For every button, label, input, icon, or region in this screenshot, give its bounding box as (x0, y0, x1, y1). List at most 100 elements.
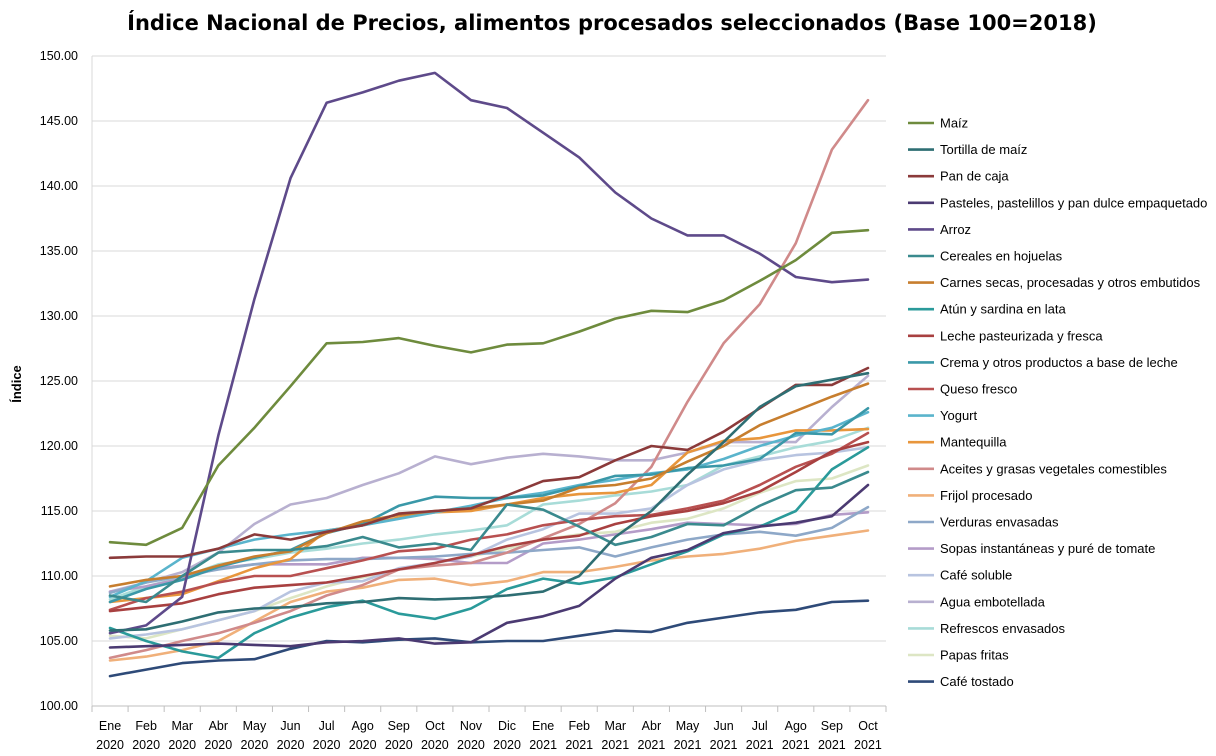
x-tick-label-month: Jun (280, 719, 300, 733)
x-tick-label-month: Ene (99, 719, 121, 733)
x-tick-label-month: Dic (498, 719, 516, 733)
series-line (108, 371, 870, 632)
chart-title: Índice Nacional de Precios, alimentos pr… (127, 10, 1097, 35)
x-tick-label-month: Mar (605, 719, 627, 733)
legend-label: Queso fresco (940, 382, 1017, 397)
legend-label: Refrescos envasados (940, 621, 1066, 636)
x-tick-label-year: 2020 (313, 738, 341, 752)
x-tick-label-month: Mar (171, 719, 193, 733)
legend-label: Aceites y grasas vegetales comestibles (940, 461, 1167, 476)
x-tick-label-month: Feb (568, 719, 590, 733)
legend-label: Leche pasteurizada y fresca (940, 328, 1103, 343)
x-tick-label-year: 2020 (385, 738, 413, 752)
x-tick-label-month: Feb (135, 719, 157, 733)
series-line (108, 374, 870, 593)
y-tick-label: 115.00 (41, 504, 78, 518)
legend-label: Agua embotellada (940, 594, 1046, 609)
legend-label: Pasteles, pastelillos y pan dulce empaqu… (940, 195, 1207, 210)
legend-label: Carnes secas, procesadas y otros embutid… (940, 275, 1201, 290)
legend-label: Arroz (940, 222, 971, 237)
series-line (108, 440, 870, 613)
y-tick-label: 140.00 (40, 179, 78, 193)
legend-label: Atún y sardina en lata (940, 302, 1067, 317)
x-tick-label-month: May (243, 719, 267, 733)
series-line (108, 505, 870, 595)
series-line (108, 599, 870, 678)
x-axis-ticks: Ene 2020 Feb 2020 Mar 2020 Abr 2020 May 2020 Jun 20… (91, 706, 887, 752)
x-tick-label-year: 2020 (96, 738, 124, 752)
series-line (108, 366, 870, 560)
x-tick-label-month: Sep (821, 719, 843, 733)
x-tick-label-year: 2021 (854, 738, 882, 752)
y-axis-label: Índice (9, 365, 24, 403)
y-tick-label: 110.00 (41, 569, 78, 583)
x-tick-label-month: Abr (642, 719, 661, 733)
x-tick-label-year: 2021 (529, 738, 557, 752)
x-tick-label-month: Jul (752, 719, 768, 733)
legend-label: Mantequilla (940, 435, 1007, 450)
x-tick-label-month: May (676, 719, 700, 733)
legend-label: Tortilla de maíz (940, 142, 1027, 157)
legend-label: Papas fritas (940, 648, 1009, 663)
x-tick-label-year: 2020 (168, 738, 196, 752)
y-tick-label: 120.00 (40, 439, 78, 453)
y-tick-label: 145.00 (40, 114, 78, 128)
legend-label: Sopas instantáneas y puré de tomate (940, 541, 1155, 556)
series-line (108, 71, 870, 635)
series-line (108, 529, 870, 662)
x-tick-label-year: 2020 (349, 738, 377, 752)
x-tick-label-month: Jun (714, 719, 734, 733)
series-line (108, 426, 870, 601)
x-tick-label-year: 2021 (674, 738, 702, 752)
series-line (108, 470, 870, 604)
x-tick-label-month: Oct (858, 719, 878, 733)
legend-label: Cereales en hojuelas (940, 249, 1063, 264)
y-axis-ticks: 100.00 105.00 110.00 115.00 120.00 125.00 130.… (40, 49, 78, 713)
y-tick-label: 105.00 (40, 634, 78, 648)
legend-label: Café tostado (940, 674, 1014, 689)
y-tick-label: 150.00 (40, 49, 78, 63)
x-tick-label-year: 2021 (746, 738, 774, 752)
legend-label: Frijol procesado (940, 488, 1033, 503)
legend-label: Pan de caja (940, 169, 1009, 184)
x-tick-label-month: Ago (785, 719, 807, 733)
legend-label: Yogurt (940, 408, 977, 423)
series-line (108, 98, 870, 660)
x-tick-label-year: 2021 (782, 738, 810, 752)
series-line (108, 483, 870, 649)
x-tick-label-year: 2020 (241, 738, 269, 752)
x-tick-label-year: 2021 (710, 738, 738, 752)
x-tick-label-year: 2020 (493, 738, 521, 752)
y-tick-label: 100.00 (40, 699, 78, 713)
x-tick-label-month: Nov (460, 719, 483, 733)
x-tick-label-year: 2021 (601, 738, 629, 752)
x-tick-label-month: Ene (532, 719, 554, 733)
x-tick-label-year: 2020 (457, 738, 485, 752)
series-line (108, 445, 870, 640)
y-tick-label: 135.00 (40, 244, 78, 258)
legend: Maíz Tortilla de maíz Pan de caja Pasteles,… (908, 116, 1207, 689)
legend-label: Café soluble (940, 568, 1012, 583)
x-tick-label-month: Abr (209, 719, 228, 733)
x-tick-label-year: 2020 (277, 738, 305, 752)
legend-label: Maíz (940, 116, 968, 131)
x-tick-label-month: Ago (352, 719, 374, 733)
x-tick-label-month: Oct (425, 719, 445, 733)
legend-label: Crema y otros productos a base de leche (940, 355, 1178, 370)
series-lines (108, 71, 870, 678)
y-tick-label: 130.00 (40, 309, 78, 323)
x-tick-label-year: 2021 (638, 738, 666, 752)
x-tick-label-month: Jul (319, 719, 335, 733)
x-tick-label-year: 2020 (132, 738, 160, 752)
gridlines (91, 55, 886, 707)
series-line (108, 228, 870, 547)
x-tick-label-month: Sep (388, 719, 410, 733)
legend-label: Verduras envasadas (940, 515, 1059, 530)
series-line (108, 382, 870, 588)
series-line (108, 431, 870, 612)
x-tick-label-year: 2021 (565, 738, 593, 752)
x-tick-label-year: 2020 (204, 738, 232, 752)
y-tick-label: 125.00 (40, 374, 78, 388)
x-tick-label-year: 2021 (818, 738, 846, 752)
